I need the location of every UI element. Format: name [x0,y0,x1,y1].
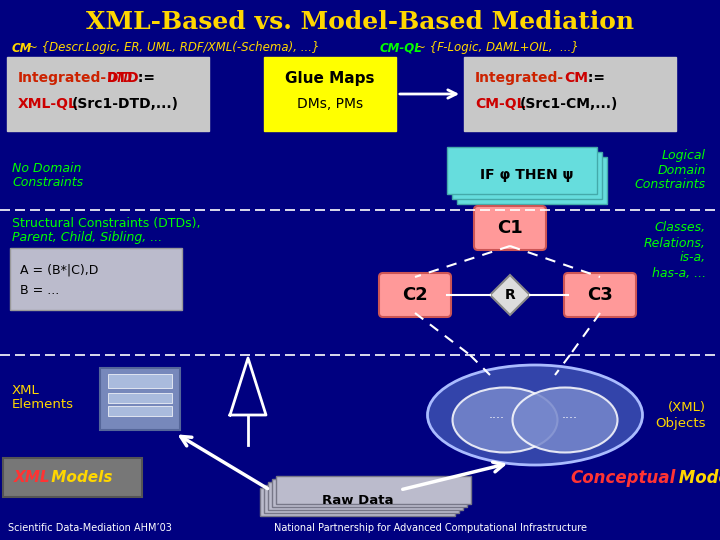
FancyBboxPatch shape [276,476,471,504]
Text: XML-QL: XML-QL [18,97,78,111]
Text: (Src1-CM,...): (Src1-CM,...) [520,97,618,111]
FancyBboxPatch shape [457,157,607,204]
Text: DTD: DTD [107,71,132,85]
Text: CM: CM [564,71,588,85]
FancyBboxPatch shape [3,458,142,497]
FancyBboxPatch shape [464,57,676,131]
Text: ~ {F-Logic, DAML+OIL,  ...}: ~ {F-Logic, DAML+OIL, ...} [416,42,579,55]
Ellipse shape [428,365,642,465]
Text: National Partnership for Advanced Computational Infrastructure: National Partnership for Advanced Comput… [274,523,587,533]
FancyBboxPatch shape [447,147,597,194]
Text: Integrated-: Integrated- [18,71,107,85]
FancyBboxPatch shape [264,485,459,513]
Text: :=: := [583,71,605,85]
Ellipse shape [513,388,618,453]
Text: Objects: Objects [655,416,706,429]
Text: A = (B*|C),D: A = (B*|C),D [20,264,99,276]
Text: Parent, Child, Sibling, ...: Parent, Child, Sibling, ... [12,232,162,245]
Text: Logical: Logical [662,148,706,161]
FancyBboxPatch shape [379,273,451,317]
Text: Elements: Elements [12,399,74,411]
FancyBboxPatch shape [268,482,463,510]
Ellipse shape [452,388,557,453]
Text: CM-QL: CM-QL [380,42,423,55]
Text: Models: Models [46,470,112,485]
Text: B = ...: B = ... [20,284,59,296]
Text: Integrated-: Integrated- [475,71,564,85]
Text: has-a, ...: has-a, ... [652,267,706,280]
FancyBboxPatch shape [264,57,396,131]
FancyBboxPatch shape [108,374,172,388]
FancyBboxPatch shape [7,57,209,131]
Text: C2: C2 [402,286,428,304]
Text: ....: .... [489,408,505,422]
Text: DMs, PMs: DMs, PMs [297,97,363,111]
FancyBboxPatch shape [452,152,602,199]
Text: Relations,: Relations, [644,237,706,249]
Text: No Domain: No Domain [12,161,81,174]
Text: (Src1-DTD,...): (Src1-DTD,...) [72,97,179,111]
Text: XML: XML [14,470,50,485]
Text: Raw Data: Raw Data [323,494,394,507]
Text: DTD: DTD [107,71,140,85]
Text: Constraints: Constraints [12,177,83,190]
FancyBboxPatch shape [100,368,180,430]
Text: XML: XML [12,383,40,396]
FancyBboxPatch shape [272,479,467,507]
Text: Conceptual: Conceptual [570,469,675,487]
Text: :=: := [133,71,155,85]
FancyBboxPatch shape [10,248,182,310]
Text: ....: .... [562,408,578,422]
Text: CM-QL: CM-QL [475,97,526,111]
FancyBboxPatch shape [564,273,636,317]
Text: Scientific Data-Mediation AHM’03: Scientific Data-Mediation AHM’03 [8,523,172,533]
FancyBboxPatch shape [108,393,172,403]
Text: ~ {Descr.Logic, ER, UML, RDF/XML(-Schema), ...}: ~ {Descr.Logic, ER, UML, RDF/XML(-Schema… [28,42,320,55]
Text: C1: C1 [497,219,523,237]
Text: C3: C3 [587,286,613,304]
Text: XML-Based vs. Model-Based Mediation: XML-Based vs. Model-Based Mediation [86,10,634,34]
Polygon shape [490,275,530,315]
FancyBboxPatch shape [260,488,455,516]
Text: Classes,: Classes, [655,221,706,234]
Text: Domain: Domain [657,164,706,177]
Text: is-a,: is-a, [680,252,706,265]
Text: IF φ THEN ψ: IF φ THEN ψ [480,168,574,182]
Text: (XML): (XML) [668,402,706,415]
FancyBboxPatch shape [474,206,546,250]
FancyBboxPatch shape [108,406,172,416]
Text: Models: Models [673,469,720,487]
Text: Constraints: Constraints [635,179,706,192]
Text: R: R [505,288,516,302]
Text: Structural Constraints (DTDs),: Structural Constraints (DTDs), [12,218,200,231]
Text: Glue Maps: Glue Maps [285,71,374,85]
Text: CM: CM [12,42,32,55]
